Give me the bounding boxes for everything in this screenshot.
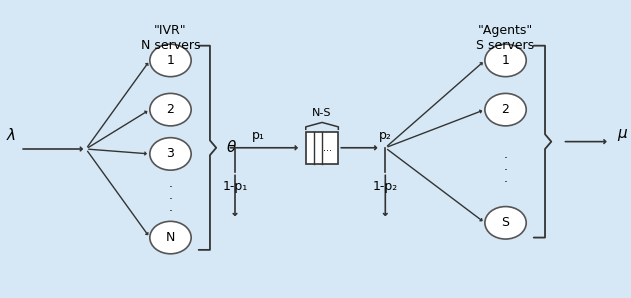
Text: .
.
.: . . . — [504, 148, 507, 185]
Circle shape — [150, 44, 191, 77]
Text: 1-p₂: 1-p₂ — [373, 180, 398, 193]
Text: 1-p₁: 1-p₁ — [222, 180, 247, 193]
Text: 2: 2 — [167, 103, 174, 116]
Text: "IVR"
N servers: "IVR" N servers — [141, 24, 200, 52]
Text: 1: 1 — [502, 54, 509, 67]
Text: ...: ... — [322, 143, 331, 153]
Text: 3: 3 — [167, 148, 174, 160]
Text: "Agents"
S servers: "Agents" S servers — [476, 24, 534, 52]
Circle shape — [485, 44, 526, 77]
Circle shape — [150, 93, 191, 126]
Text: μ: μ — [618, 126, 627, 141]
Circle shape — [150, 138, 191, 170]
Text: θ: θ — [227, 140, 236, 155]
Text: 1: 1 — [167, 54, 174, 67]
Text: N: N — [166, 231, 175, 244]
Circle shape — [485, 93, 526, 126]
Text: S: S — [502, 216, 510, 229]
Text: 2: 2 — [502, 103, 509, 116]
Text: λ: λ — [6, 128, 15, 143]
Text: N-S: N-S — [312, 108, 332, 117]
Circle shape — [150, 221, 191, 254]
Text: p₂: p₂ — [379, 129, 392, 142]
Text: .
.
.: . . . — [168, 177, 172, 214]
Text: p₁: p₁ — [251, 129, 264, 142]
Bar — [306, 132, 338, 164]
Circle shape — [485, 207, 526, 239]
